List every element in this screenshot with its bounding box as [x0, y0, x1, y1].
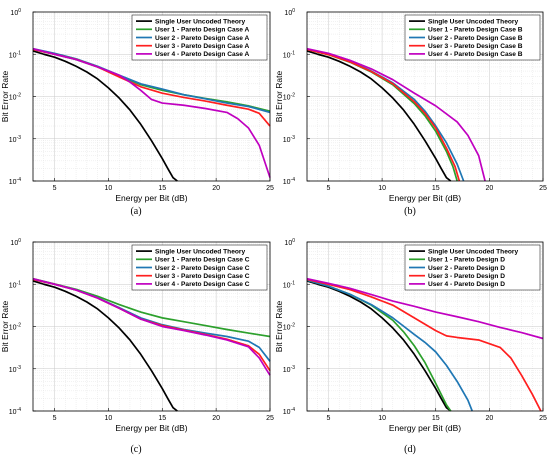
y-tick-label: 10-2 — [9, 323, 21, 332]
y-tick-label: 10-1 — [283, 50, 295, 59]
legend-label: User 4 - Pareto Design Case B — [428, 51, 523, 58]
x-tick-label: 5 — [53, 185, 57, 192]
y-tick-label: 10-3 — [283, 365, 295, 374]
y-tick-label: 10-4 — [283, 407, 295, 416]
series-line — [32, 280, 178, 412]
y-tick-label: 100 — [284, 8, 295, 17]
y-tick-label: 10-3 — [283, 135, 295, 144]
x-tick-label: 10 — [105, 185, 113, 192]
x-axis-label: Energy per Bit (dB) — [115, 423, 187, 433]
legend-label: Single User Uncoded Theory — [155, 248, 245, 255]
y-tick-label: 10-2 — [283, 323, 295, 332]
series-line — [32, 277, 271, 376]
legend-label: User 2 - Pareto Design Case C — [155, 265, 250, 272]
x-tick-label: 20 — [485, 415, 493, 422]
y-axis-label: Bit Error Rate — [274, 70, 284, 122]
legend-label: User 1 - Pareto Design Case A — [155, 27, 250, 34]
series-line — [306, 50, 452, 182]
legend-label: Single User Uncoded Theory — [428, 248, 518, 255]
legend-box — [404, 14, 541, 61]
x-tick-label: 5 — [53, 415, 57, 422]
panel-caption: (a) — [130, 206, 141, 217]
series-line — [306, 48, 461, 182]
x-axis-label: Energy per Bit (dB) — [389, 193, 461, 203]
y-tick-label: 10-4 — [9, 177, 21, 186]
y-tick-label: 10-1 — [9, 50, 21, 59]
chart-panel: 5 10 15 20 25 10-4 10-3 10-2 10-1 100 Energy per B… — [274, 8, 547, 217]
panel-caption: (d) — [404, 444, 416, 455]
series-line — [306, 280, 452, 412]
x-tick-label: 10 — [378, 415, 386, 422]
legend-label: User 1 - Pareto Design Case B — [428, 27, 523, 34]
x-tick-label: 5 — [327, 415, 331, 422]
x-axis-label: Energy per Bit (dB) — [389, 423, 461, 433]
y-tick-label: 10-1 — [9, 280, 21, 289]
chart-panel: 5 10 15 20 25 10-4 10-3 10-2 10-1 100 Energy per B… — [0, 238, 274, 455]
legend-box — [131, 14, 268, 61]
legend-box — [131, 244, 268, 291]
panel-caption: (b) — [404, 206, 416, 217]
legend-label: User 2 - Pareto Design Case A — [155, 35, 250, 42]
x-tick-label: 15 — [158, 415, 166, 422]
series-line — [306, 279, 473, 412]
y-tick-label: 10-3 — [9, 135, 21, 144]
y-tick-label: 10-4 — [9, 407, 21, 416]
legend-label: User 3 - Pareto Design D — [428, 273, 505, 280]
y-axis-label: Bit Error Rate — [0, 70, 10, 122]
x-tick-label: 20 — [212, 415, 220, 422]
y-tick-label: 100 — [284, 238, 295, 247]
legend-label: User 3 - Pareto Design Case C — [155, 273, 250, 280]
y-tick-label: 100 — [10, 238, 21, 247]
legend-box — [404, 244, 541, 291]
x-tick-label: 15 — [432, 415, 440, 422]
y-tick-label: 100 — [10, 8, 21, 17]
legend-label: User 4 - Pareto Design Case C — [155, 281, 250, 288]
y-tick-label: 10-2 — [9, 93, 21, 102]
chart-panel: 5 10 15 20 25 10-4 10-3 10-2 10-1 100 Energy per B… — [274, 238, 547, 455]
legend-label: User 4 - Pareto Design D — [428, 281, 505, 288]
x-tick-label: 5 — [327, 185, 331, 192]
series-line — [306, 278, 542, 412]
x-tick-label: 25 — [266, 415, 274, 422]
y-tick-label: 10-4 — [283, 177, 295, 186]
x-tick-label: 20 — [485, 185, 493, 192]
legend-label: User 2 - Pareto Design Case B — [428, 35, 523, 42]
x-tick-label: 25 — [539, 185, 547, 192]
chart-panel: 5 10 15 20 25 10-4 10-3 10-2 10-1 100 Energy per B… — [0, 8, 274, 217]
x-tick-label: 10 — [378, 185, 386, 192]
x-tick-label: 15 — [158, 185, 166, 192]
x-tick-label: 25 — [539, 415, 547, 422]
legend-label: Single User Uncoded Theory — [155, 18, 245, 25]
series-line — [32, 50, 178, 182]
series-line — [306, 277, 544, 340]
legend-label: User 4 - Pareto Design Case A — [155, 51, 250, 58]
legend-label: User 3 - Pareto Design Case B — [428, 43, 523, 50]
y-tick-label: 10-2 — [283, 93, 295, 102]
y-tick-label: 10-1 — [283, 280, 295, 289]
x-tick-label: 20 — [212, 185, 220, 192]
x-axis-label: Energy per Bit (dB) — [115, 193, 187, 203]
x-tick-label: 25 — [266, 185, 274, 192]
legend-label: Single User Uncoded Theory — [428, 18, 518, 25]
legend-label: User 2 - Pareto Design D — [428, 265, 505, 272]
x-tick-label: 15 — [432, 185, 440, 192]
x-tick-label: 10 — [105, 415, 113, 422]
y-axis-label: Bit Error Rate — [0, 300, 10, 352]
legend-label: User 1 - Pareto Design Case C — [155, 257, 250, 264]
series-line — [306, 47, 486, 182]
series-line — [32, 47, 271, 178]
y-tick-label: 10-3 — [9, 365, 21, 374]
legend-label: User 3 - Pareto Design Case A — [155, 43, 250, 50]
legend-label: User 1 - Pareto Design D — [428, 257, 505, 264]
panel-caption: (c) — [130, 444, 141, 455]
y-axis-label: Bit Error Rate — [274, 300, 284, 352]
